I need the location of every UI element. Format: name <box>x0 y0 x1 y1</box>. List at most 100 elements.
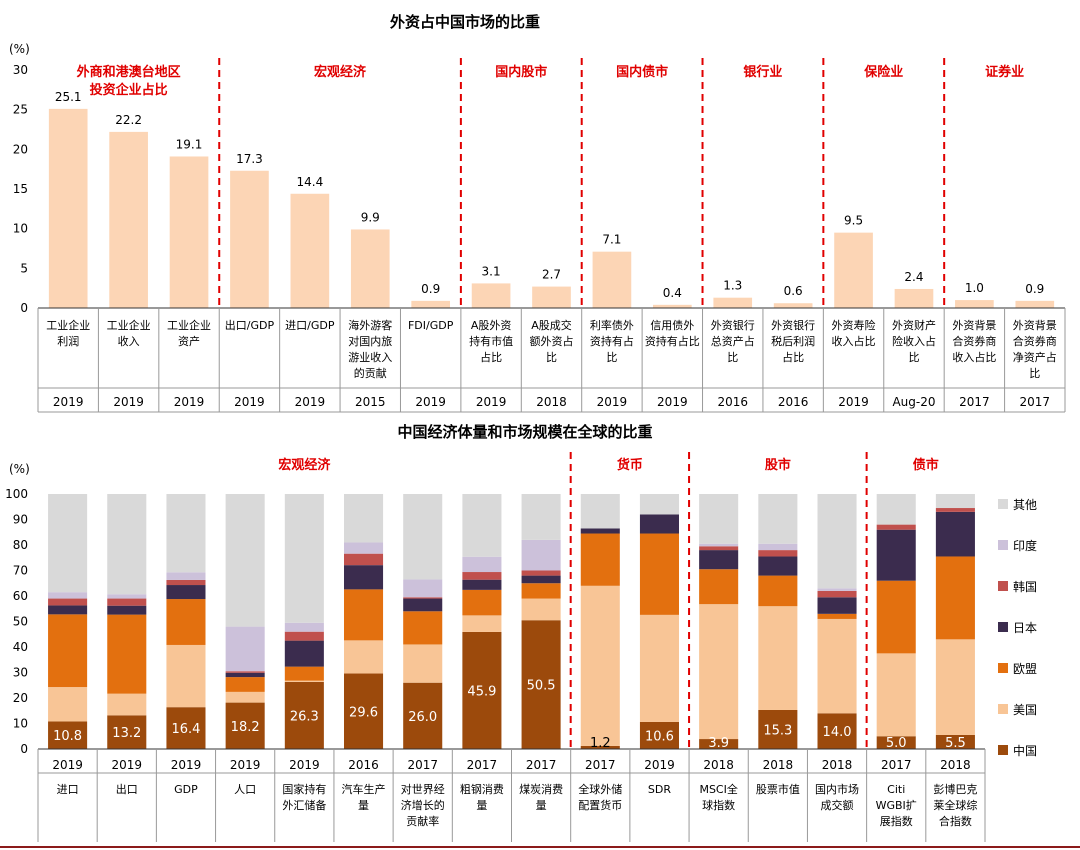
chart2-segment-eu <box>284 666 324 681</box>
chart2-segment-other <box>343 494 384 543</box>
chart1-y-tick-label: 5 <box>20 261 28 275</box>
chart1-section-label: 外商和港澳台地区 <box>76 64 181 80</box>
chart2-segment-japan <box>817 597 857 614</box>
chart2-segment-eu <box>225 677 265 692</box>
chart2-segment-india <box>758 543 798 551</box>
chart2-category-label: SDR <box>648 783 671 796</box>
chart2-china-value-label: 26.0 <box>408 710 437 725</box>
chart1-year-label: 2016 <box>717 395 748 409</box>
chart1-category-label: 合资券商 <box>1013 334 1057 348</box>
chart2-y-tick-label: 30 <box>13 666 28 680</box>
chart2-segment-india <box>48 592 88 599</box>
chart1-category-label: 税后利润 <box>771 334 815 348</box>
chart1-value-label: 0.9 <box>421 282 440 296</box>
chart2-segment-eu <box>817 613 857 619</box>
chart1-category-label: 工业企业 <box>107 318 151 332</box>
chart1-year-label: 2019 <box>657 395 688 409</box>
chart2-segment-usa <box>343 640 384 674</box>
chart1-bar <box>894 288 934 308</box>
chart2-china-value-label: 18.2 <box>231 720 260 735</box>
chart2-category-label: 量 <box>476 799 487 812</box>
chart1-bar <box>471 283 511 308</box>
chart2-segment-other <box>580 494 620 529</box>
chart2-y-tick-label: 70 <box>13 564 28 578</box>
chart1-year-label: 2019 <box>113 395 144 409</box>
chart1-category-label: 比 <box>546 351 557 364</box>
chart1-value-label: 0.9 <box>1025 282 1044 296</box>
chart1-category-label: 收入 <box>118 334 140 348</box>
chart2-legend-label: 欧盟 <box>1013 662 1037 676</box>
chart2-segment-other <box>284 494 324 623</box>
chart2-china-value-label: 3.9 <box>708 736 729 751</box>
chart2-legend-swatch <box>998 745 1008 755</box>
chart2-segment-eu <box>758 575 798 607</box>
chart2-segment-china <box>935 734 975 749</box>
chart2-segment-eu <box>48 614 88 688</box>
chart1-section-label: 国内债市 <box>616 64 668 80</box>
chart1-year-label: 2019 <box>295 395 326 409</box>
chart2-segment-eu <box>107 614 147 694</box>
chart1-section-label: 宏观经济 <box>314 64 367 80</box>
chart1-category-label: 比 <box>606 351 617 364</box>
chart2-china-value-label: 5.5 <box>945 736 966 751</box>
chart2-year-label: 2017 <box>407 758 438 772</box>
chart2-segment-japan <box>343 565 384 590</box>
chart1-category-label: 收入占比 <box>952 350 996 364</box>
chart2-segment-china <box>639 721 680 749</box>
chart2-category-label: WGBI扩 <box>876 798 917 812</box>
chart2-segment-korea <box>225 671 265 673</box>
chart1-year-label: 2019 <box>597 395 628 409</box>
chart2-china-value-label: 45.9 <box>467 684 496 699</box>
chart2-segment-other <box>521 494 561 540</box>
chart2-segment-usa <box>935 639 975 735</box>
chart2-y-tick-label: 80 <box>13 538 28 552</box>
chart1-category-label: 外资财产 <box>892 318 936 332</box>
chart2-segment-japan <box>225 672 265 678</box>
chart2-y-tick-label: 100 <box>5 487 28 501</box>
chart1-y-tick-label: 0 <box>20 301 28 315</box>
chart1-category-label: 额外资占 <box>530 334 574 348</box>
chart2-segment-china <box>817 713 857 749</box>
chart2-segment-japan <box>876 529 916 581</box>
chart1-value-label: 1.0 <box>965 281 984 295</box>
chart2-category-label: GDP <box>174 783 198 796</box>
chart1-category-label: 净资产占 <box>1013 350 1057 364</box>
chart2-segment-other <box>462 494 502 557</box>
chart2-section-label: 债市 <box>913 457 939 473</box>
chart2-segment-other <box>699 494 739 544</box>
chart2-segment-india <box>462 556 502 573</box>
chart1-bar <box>169 156 209 308</box>
chart2-legend-swatch <box>998 704 1008 714</box>
chart2-segment-china <box>284 681 324 749</box>
chart1-category-label: 利率债外 <box>590 318 634 332</box>
chart2-segment-eu <box>935 556 975 640</box>
chart2-title: 中国经济体量和市场规模在全球的比重 <box>397 423 652 441</box>
chart2-segment-korea <box>876 524 916 530</box>
chart2-segment-usa <box>48 687 88 722</box>
chart2-segment-korea <box>107 598 147 606</box>
chart1-year-label: 2015 <box>355 395 386 409</box>
chart2-segment-usa <box>107 693 147 716</box>
chart1-category-label: 外资银行 <box>711 318 755 332</box>
chart1-category-label: 外资银行 <box>771 318 815 332</box>
chart1-bar <box>532 286 571 308</box>
chart1-category-label: A股外资 <box>471 319 512 332</box>
chart2-category-label: Citi <box>887 783 905 796</box>
chart1-category-label: 信用债外 <box>650 318 694 332</box>
chart2-segment-other <box>225 494 265 627</box>
chart2-segment-usa <box>876 653 916 737</box>
chart2-segment-korea <box>284 631 324 641</box>
chart2-segment-india <box>699 543 739 547</box>
chart2-segment-india <box>107 594 147 599</box>
chart1-value-label: 19.1 <box>176 137 203 151</box>
chart2-segment-korea <box>521 570 561 576</box>
chart2-segment-china <box>166 707 206 749</box>
chart2-category-label: 济增长的 <box>401 798 445 812</box>
chart2-china-value-label: 15.3 <box>763 723 792 738</box>
chart2-segment-eu <box>639 533 680 615</box>
chart1-category-label: 外资背景 <box>952 318 996 332</box>
chart1-value-label: 14.4 <box>296 175 323 189</box>
chart2-category-label: 贡献率 <box>406 814 439 828</box>
chart1-bar <box>713 297 753 308</box>
chart2-y-tick-label: 20 <box>13 691 28 705</box>
